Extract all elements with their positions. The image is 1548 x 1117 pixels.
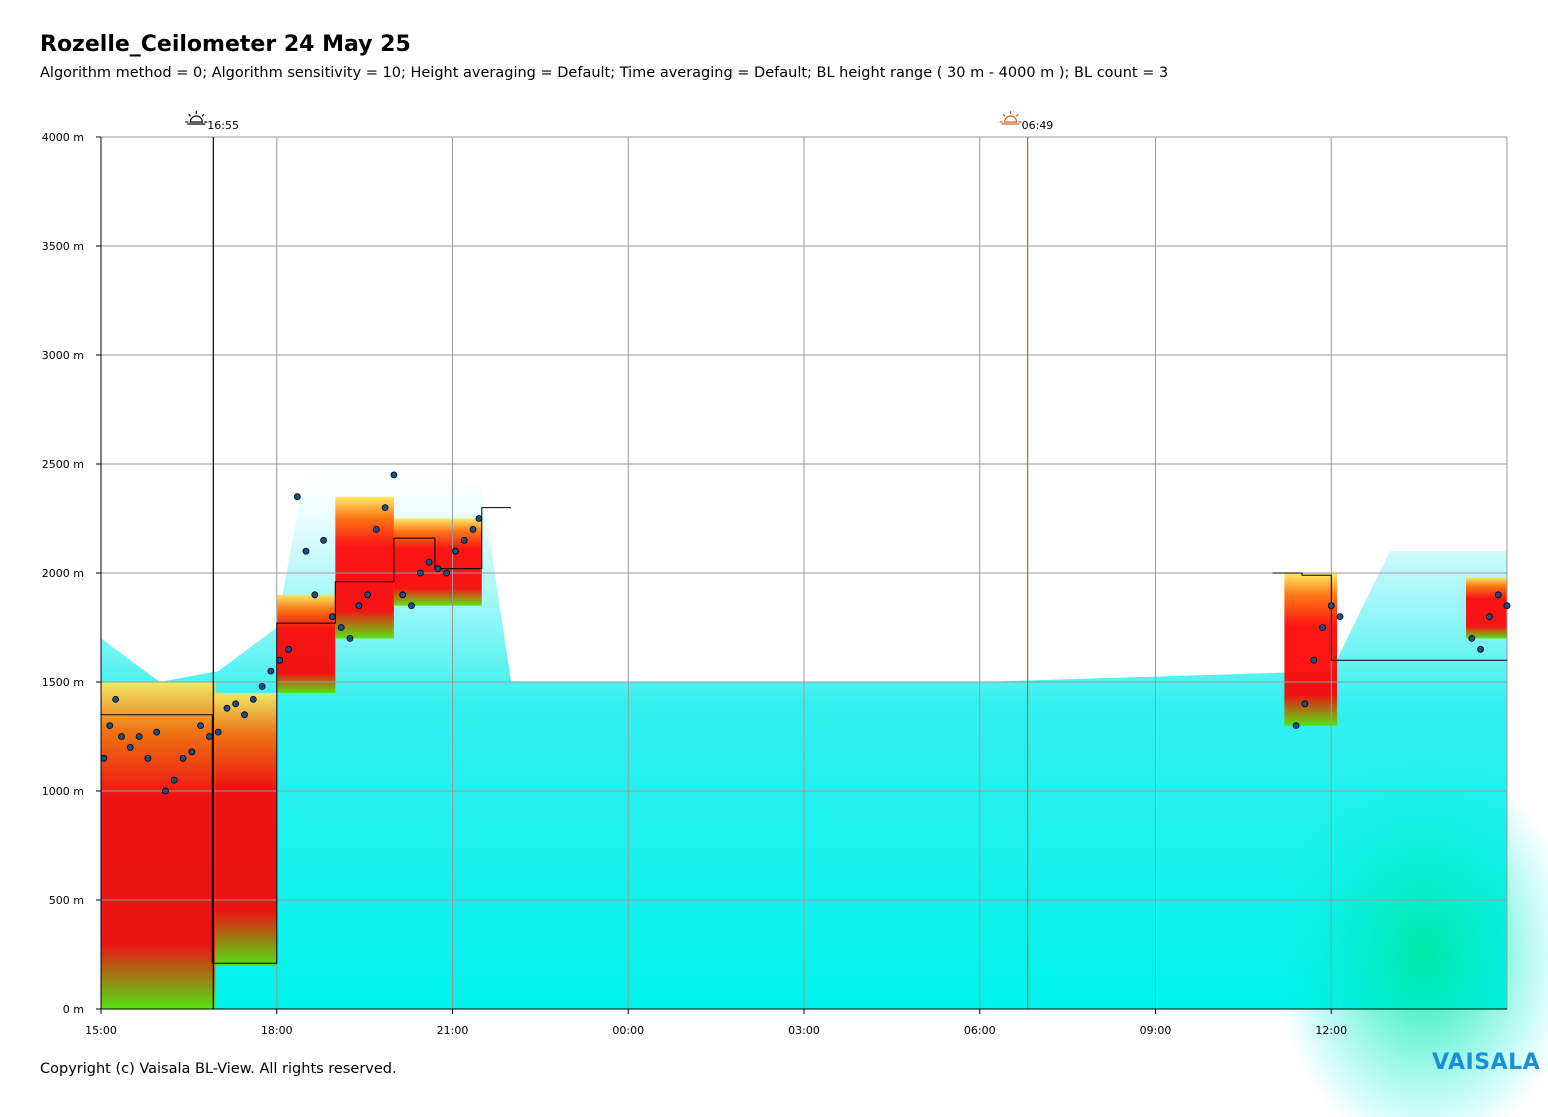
bl-point xyxy=(372,526,380,533)
sunset-label: 16:55 xyxy=(207,119,239,132)
bl-point xyxy=(241,711,248,719)
bl-point xyxy=(328,613,336,620)
chart-subtitle: Algorithm method = 0; Algorithm sensitiv… xyxy=(40,65,1169,81)
axes: 0 m 500 m 1000 m 1500 m 2000 m 2500 m 3000 m 35… xyxy=(42,131,1507,1037)
bl-point xyxy=(100,754,108,762)
bl-point xyxy=(1310,656,1318,664)
bl-point xyxy=(135,733,143,740)
y-tick-label: 1500 m xyxy=(42,676,84,689)
x-tick-label: 18:00 xyxy=(261,1024,293,1037)
bl-point xyxy=(223,704,231,712)
x-tick-label: 15:00 xyxy=(85,1024,117,1037)
backscatter-core xyxy=(215,692,277,966)
page-title: Rozelle_Ceilometer 24 May 25 xyxy=(40,32,411,57)
y-tick-label: 2500 m xyxy=(42,458,84,471)
bl-point xyxy=(1292,722,1300,729)
x-tick-label: 00:00 xyxy=(612,1024,644,1037)
backscatter-core xyxy=(276,594,336,693)
bl-point xyxy=(232,700,240,708)
bl-point xyxy=(205,733,213,740)
bl-point xyxy=(106,722,114,729)
x-tick-label: 21:00 xyxy=(437,1024,469,1037)
bl-height-steps xyxy=(101,507,1507,964)
bl-point xyxy=(302,547,310,555)
bl-point xyxy=(399,591,407,599)
y-tick-label: 4000 m xyxy=(42,131,84,144)
bl-point xyxy=(161,787,169,795)
bl-point xyxy=(416,569,424,577)
bl-point xyxy=(197,722,205,729)
bl-point xyxy=(355,602,363,610)
bl-point xyxy=(311,591,319,599)
backscatter-core xyxy=(1465,577,1507,639)
bl-point xyxy=(408,602,415,610)
bl-point xyxy=(346,635,354,642)
backscatter-core xyxy=(335,496,394,639)
bl-point xyxy=(144,754,152,762)
bl-point xyxy=(443,569,451,577)
bl-point xyxy=(1494,591,1502,599)
bl-point xyxy=(112,696,119,703)
bl-step-line xyxy=(101,507,1507,964)
backscatter-core xyxy=(393,518,482,606)
sunrise-label: 06:49 xyxy=(1022,119,1054,132)
y-tick-label: 3500 m xyxy=(42,240,84,253)
bl-point xyxy=(118,733,125,740)
bl-point xyxy=(364,591,372,599)
bl-point xyxy=(285,645,292,653)
y-tick-label: 0 m xyxy=(63,1003,84,1016)
bl-point xyxy=(451,547,459,555)
green-aerosol-patch xyxy=(1275,754,1548,1117)
bl-point xyxy=(1336,613,1344,620)
bl-point xyxy=(381,504,389,512)
y-tick-label: 500 m xyxy=(49,894,84,907)
y-tick-label: 3000 m xyxy=(42,349,84,362)
bl-point xyxy=(1503,602,1511,610)
sun-markers: 16:55 06:49 xyxy=(185,111,1053,1009)
bl-point xyxy=(179,754,187,762)
sunrise-icon xyxy=(999,111,1022,125)
x-tick-label: 09:00 xyxy=(1140,1024,1172,1037)
bl-point xyxy=(214,728,222,736)
bl-point xyxy=(425,558,433,566)
bl-point xyxy=(153,728,161,736)
x-tick-label: 06:00 xyxy=(964,1024,996,1037)
bl-point xyxy=(434,565,442,572)
bl-point xyxy=(293,493,301,501)
bl-point xyxy=(276,656,284,664)
copyright-text: Copyright (c) Vaisala BL-View. All right… xyxy=(40,1061,397,1077)
x-tick-label: 03:00 xyxy=(788,1024,820,1037)
backscatter-core xyxy=(1284,573,1338,726)
bl-point xyxy=(475,515,483,522)
bl-point xyxy=(258,683,266,690)
vaisala-logo: VAISALA xyxy=(1432,1050,1541,1075)
bl-point xyxy=(170,776,178,784)
bl-point xyxy=(126,744,134,751)
bl-point xyxy=(390,471,398,479)
bl-point xyxy=(1327,602,1335,610)
bl-points xyxy=(100,471,1511,795)
bl-point xyxy=(188,748,196,756)
y-tick-label: 2000 m xyxy=(42,567,84,580)
bl-point xyxy=(1486,613,1493,620)
bl-point xyxy=(1477,645,1484,653)
bl-point xyxy=(1319,624,1326,631)
sunset-icon xyxy=(185,111,208,125)
bl-point xyxy=(469,526,477,533)
bl-point xyxy=(267,667,275,675)
bl-point xyxy=(1301,700,1309,708)
bl-point xyxy=(1468,635,1476,642)
x-tick-label: 12:00 xyxy=(1315,1024,1347,1037)
y-tick-label: 1000 m xyxy=(42,785,84,798)
bl-point xyxy=(249,696,257,703)
bl-point xyxy=(320,536,328,544)
bl-point xyxy=(337,624,345,631)
bl-point xyxy=(460,536,468,544)
